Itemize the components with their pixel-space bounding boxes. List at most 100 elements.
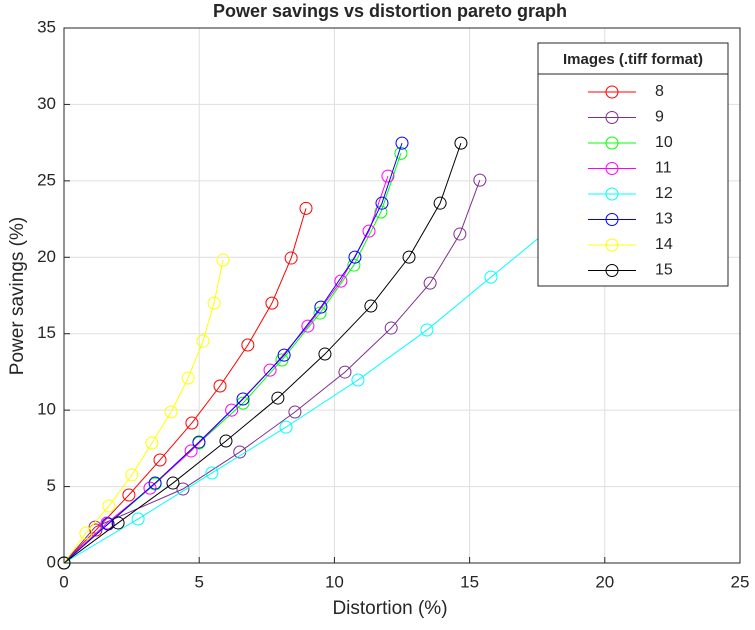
data-point [395, 136, 409, 150]
data-point [314, 300, 328, 314]
series-line [63, 166, 614, 564]
data-point [381, 169, 395, 183]
data-point [236, 396, 250, 410]
data-point [207, 296, 221, 310]
data-point [265, 296, 279, 310]
y-axis-label: Power savings (%) [7, 217, 28, 375]
data-point [348, 250, 362, 264]
data-point [263, 363, 277, 377]
series-line [63, 142, 403, 564]
data-point [79, 526, 93, 540]
legend-label: 10 [655, 134, 673, 151]
data-point [279, 420, 293, 434]
legend-label: 9 [655, 109, 664, 126]
data-point [166, 476, 180, 490]
data-point [375, 196, 389, 210]
data-point [216, 253, 230, 267]
data-point [88, 520, 102, 534]
data-point [420, 323, 434, 337]
x-tick-label: 10 [325, 572, 344, 591]
legend-marker [605, 187, 619, 201]
data-point [205, 466, 219, 480]
x-tick-label: 15 [460, 572, 479, 591]
data-point [351, 373, 365, 387]
data-point [271, 391, 285, 405]
data-point [213, 379, 227, 393]
data-point [334, 274, 348, 288]
data-point [402, 250, 416, 264]
x-tick-label: 20 [595, 572, 614, 591]
legend-label: 12 [655, 185, 673, 202]
data-point [241, 338, 255, 352]
data-point [122, 488, 136, 502]
data-point [423, 276, 437, 290]
data-point [288, 405, 302, 419]
legend-marker [605, 162, 619, 175]
data-point [225, 403, 239, 417]
y-tick-label: 20 [37, 247, 56, 266]
data-point [338, 365, 352, 379]
legend-label: 11 [655, 160, 672, 177]
data-point [153, 453, 167, 467]
data-point [125, 468, 139, 482]
legend-marker [605, 111, 619, 124]
y-tick-label: 30 [37, 94, 56, 113]
legend-marker [605, 213, 619, 226]
series-line [63, 259, 224, 564]
y-tick-label: 15 [37, 323, 56, 342]
x-axis-label: Distortion (%) [332, 598, 447, 619]
chart-title: Power savings vs distortion pareto graph [213, 1, 567, 21]
data-point [185, 416, 199, 430]
data-point [364, 299, 378, 313]
data-point [384, 321, 398, 335]
data-point [181, 371, 195, 385]
legend-title: Images (.tiff format) [563, 51, 703, 68]
data-point [102, 499, 116, 513]
data-point [148, 476, 162, 490]
data-point [184, 444, 198, 458]
series-line [63, 142, 462, 564]
legend-label: 14 [655, 236, 673, 253]
data-point [433, 196, 447, 210]
legend-label: 8 [655, 83, 664, 100]
legend-label: 13 [655, 211, 673, 228]
data-point [196, 334, 210, 348]
y-tick-label: 10 [37, 400, 56, 419]
data-point [192, 435, 206, 449]
y-tick-label: 0 [47, 552, 56, 571]
data-point [454, 136, 468, 150]
data-point [111, 516, 125, 530]
legend-marker [605, 264, 619, 277]
data-point [100, 516, 114, 530]
legend-box [537, 42, 729, 287]
legend-marker [605, 85, 619, 99]
data-point [313, 306, 327, 320]
data-point [301, 319, 315, 333]
x-tick-label: 25 [731, 572, 750, 591]
legend-marker [605, 238, 619, 252]
y-tick-label: 25 [37, 170, 56, 189]
data-point [473, 173, 487, 187]
data-point [176, 482, 190, 496]
x-tick-label: 0 [59, 572, 68, 591]
data-point [318, 347, 332, 361]
y-tick-label: 5 [47, 476, 56, 495]
data-point [484, 270, 498, 284]
axes-box [63, 27, 741, 564]
data-point [57, 556, 71, 570]
legend-label: 15 [655, 262, 673, 279]
data-point [299, 201, 313, 215]
data-point [277, 348, 291, 362]
data-point [145, 436, 159, 450]
legend-marker [605, 136, 619, 150]
data-point [219, 434, 233, 448]
data-point [284, 251, 298, 265]
data-point [453, 227, 467, 241]
y-tick-label: 35 [37, 17, 56, 36]
data-point [131, 512, 145, 526]
series-line [63, 208, 307, 564]
data-point [362, 224, 376, 238]
data-point [143, 481, 157, 495]
data-point [164, 405, 178, 419]
